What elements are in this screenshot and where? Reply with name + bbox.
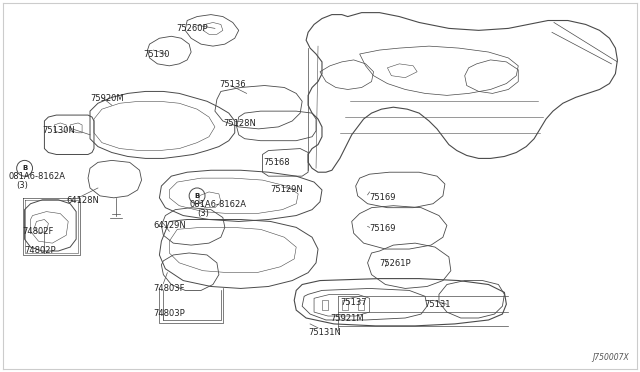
Text: 74803F: 74803F bbox=[154, 283, 185, 292]
Text: J750007X: J750007X bbox=[593, 353, 629, 362]
Text: (3): (3) bbox=[197, 209, 209, 218]
Text: 75261P: 75261P bbox=[380, 259, 411, 268]
Text: 75131: 75131 bbox=[424, 300, 451, 309]
Text: 75129N: 75129N bbox=[271, 185, 303, 194]
Text: 75128N: 75128N bbox=[223, 119, 256, 128]
Text: 75169: 75169 bbox=[369, 193, 396, 202]
Text: 75260P: 75260P bbox=[176, 25, 208, 33]
Text: 75921M: 75921M bbox=[330, 314, 364, 323]
Text: 74803P: 74803P bbox=[154, 309, 185, 318]
Text: 081A6-8162A: 081A6-8162A bbox=[189, 200, 246, 209]
Text: 75131N: 75131N bbox=[308, 328, 341, 337]
Text: 75137: 75137 bbox=[340, 298, 367, 307]
Text: B: B bbox=[22, 165, 28, 171]
Text: B: B bbox=[195, 193, 200, 199]
Text: 081A6-8162A: 081A6-8162A bbox=[9, 172, 66, 181]
Text: 75130: 75130 bbox=[143, 50, 170, 59]
Text: 74802F: 74802F bbox=[22, 227, 54, 236]
Text: 64129N: 64129N bbox=[154, 221, 186, 231]
Text: 75920M: 75920M bbox=[90, 94, 124, 103]
Text: 75130N: 75130N bbox=[42, 126, 76, 135]
Text: 75136: 75136 bbox=[219, 80, 246, 89]
Text: 75169: 75169 bbox=[369, 224, 396, 233]
Text: 75168: 75168 bbox=[264, 158, 290, 167]
Text: (3): (3) bbox=[17, 181, 29, 190]
Text: 64128N: 64128N bbox=[66, 196, 99, 205]
Text: 74802P: 74802P bbox=[24, 246, 56, 255]
